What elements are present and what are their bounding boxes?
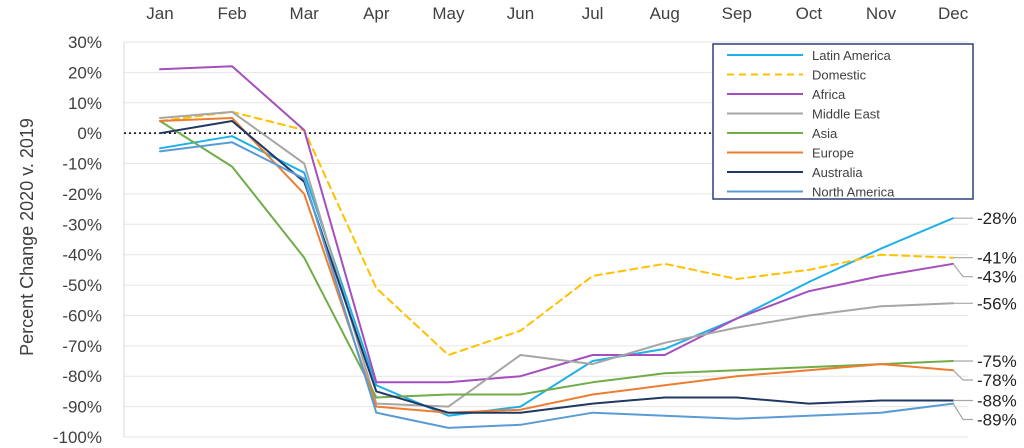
legend-label: Europe — [812, 146, 854, 161]
end-value-label: -41% — [977, 249, 1017, 268]
y-tick-label: -20% — [62, 185, 102, 204]
x-tick-label: Jul — [582, 4, 604, 23]
series-line-domestic — [159, 110, 955, 356]
series-line-latin-america — [159, 135, 955, 417]
y-tick-label: -50% — [62, 276, 102, 295]
end-value-label: -43% — [977, 268, 1017, 287]
legend-items: Latin America Domestic Africa Middle East As… — [727, 48, 895, 200]
y-tick-label: -70% — [62, 337, 102, 356]
end-value-label: -56% — [977, 294, 1017, 313]
y-tick-label: -90% — [62, 398, 102, 417]
y-tick-label: -100% — [53, 428, 102, 447]
x-tick-label: Sep — [722, 4, 752, 23]
y-tick-label: 30% — [68, 33, 102, 52]
legend-label: Domestic — [812, 68, 867, 83]
end-label-leader — [952, 403, 973, 421]
x-tick-label: Feb — [217, 4, 246, 23]
x-tick-label: Jan — [146, 4, 173, 23]
series-line-middle-east — [159, 110, 955, 408]
y-gridlines — [124, 41, 968, 438]
x-tick-label: Nov — [866, 4, 897, 23]
end-value-label: -89% — [977, 411, 1017, 430]
x-axis-month-labels: Jan Feb Mar Apr May Jun Jul Aug Sep Oct Nov Dec — [146, 4, 968, 23]
legend-label: Africa — [812, 87, 846, 102]
x-tick-label: May — [432, 4, 465, 23]
legend-label: Latin America — [812, 48, 892, 63]
y-tick-label: -10% — [62, 155, 102, 174]
series-lines — [159, 65, 955, 429]
end-value-label: -75% — [977, 352, 1017, 371]
legend-label: North America — [812, 185, 895, 200]
chart-legend: Latin America Domestic Africa Middle East As… — [712, 43, 974, 200]
series-line-north-america — [159, 141, 955, 429]
x-tick-label: Jun — [507, 4, 534, 23]
legend-label: Australia — [812, 165, 863, 180]
series-line-africa — [159, 65, 955, 384]
y-tick-label: -60% — [62, 306, 102, 325]
legend-label: Middle East — [812, 107, 880, 122]
end-value-label: -28% — [977, 209, 1017, 228]
legend-label: Asia — [812, 126, 838, 141]
x-tick-label: Oct — [796, 4, 823, 23]
end-value-label: -78% — [977, 371, 1017, 390]
y-tick-label: -80% — [62, 367, 102, 386]
y-axis-title: Percent Change 2020 v. 2019 — [17, 118, 37, 356]
y-tick-label: 10% — [68, 94, 102, 113]
series-line-asia — [159, 120, 955, 399]
x-tick-label: Dec — [938, 4, 969, 23]
legend-box — [712, 43, 974, 200]
end-label-leader — [952, 263, 973, 278]
x-tick-label: Mar — [290, 4, 320, 23]
series-line-europe — [159, 117, 955, 414]
end-value-label: -88% — [977, 392, 1017, 411]
end-label-leader — [952, 369, 973, 381]
y-axis-tick-labels: 30% 20% 10% 0% -10% -20% -30% -40% -50% -60% -70% -… — [53, 33, 102, 447]
y-tick-label: -30% — [62, 215, 102, 234]
y-tick-label: 20% — [68, 63, 102, 82]
y-tick-label: 0% — [77, 124, 102, 143]
end-value-labels: -28% -41%-43% -56% -75%-78% -88%-89% — [952, 209, 1017, 430]
y-tick-label: -40% — [62, 246, 102, 265]
x-tick-label: Apr — [363, 4, 390, 23]
x-tick-label: Aug — [650, 4, 680, 23]
